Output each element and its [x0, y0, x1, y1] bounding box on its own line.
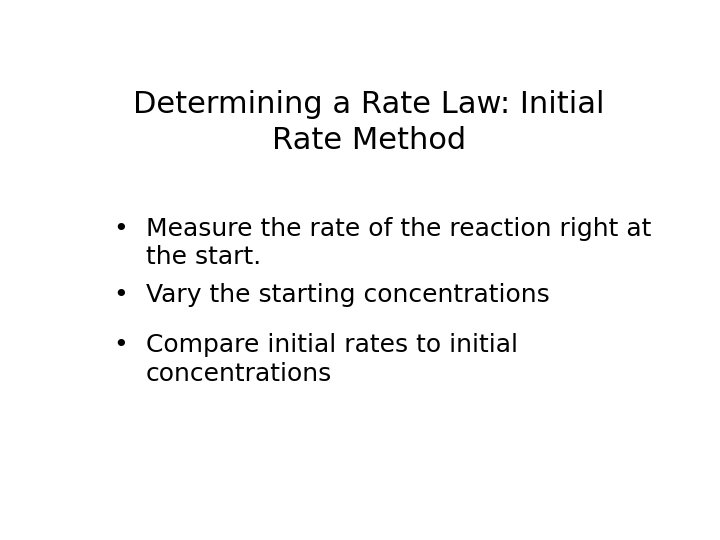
Text: Measure the rate of the reaction right at
the start.: Measure the rate of the reaction right a…	[145, 217, 651, 269]
Text: •: •	[113, 217, 128, 240]
Text: Vary the starting concentrations: Vary the starting concentrations	[145, 283, 549, 307]
Text: •: •	[113, 333, 128, 357]
Text: •: •	[113, 283, 128, 307]
Text: Compare initial rates to initial
concentrations: Compare initial rates to initial concent…	[145, 333, 518, 386]
Text: Determining a Rate Law: Initial
Rate Method: Determining a Rate Law: Initial Rate Met…	[133, 90, 605, 154]
